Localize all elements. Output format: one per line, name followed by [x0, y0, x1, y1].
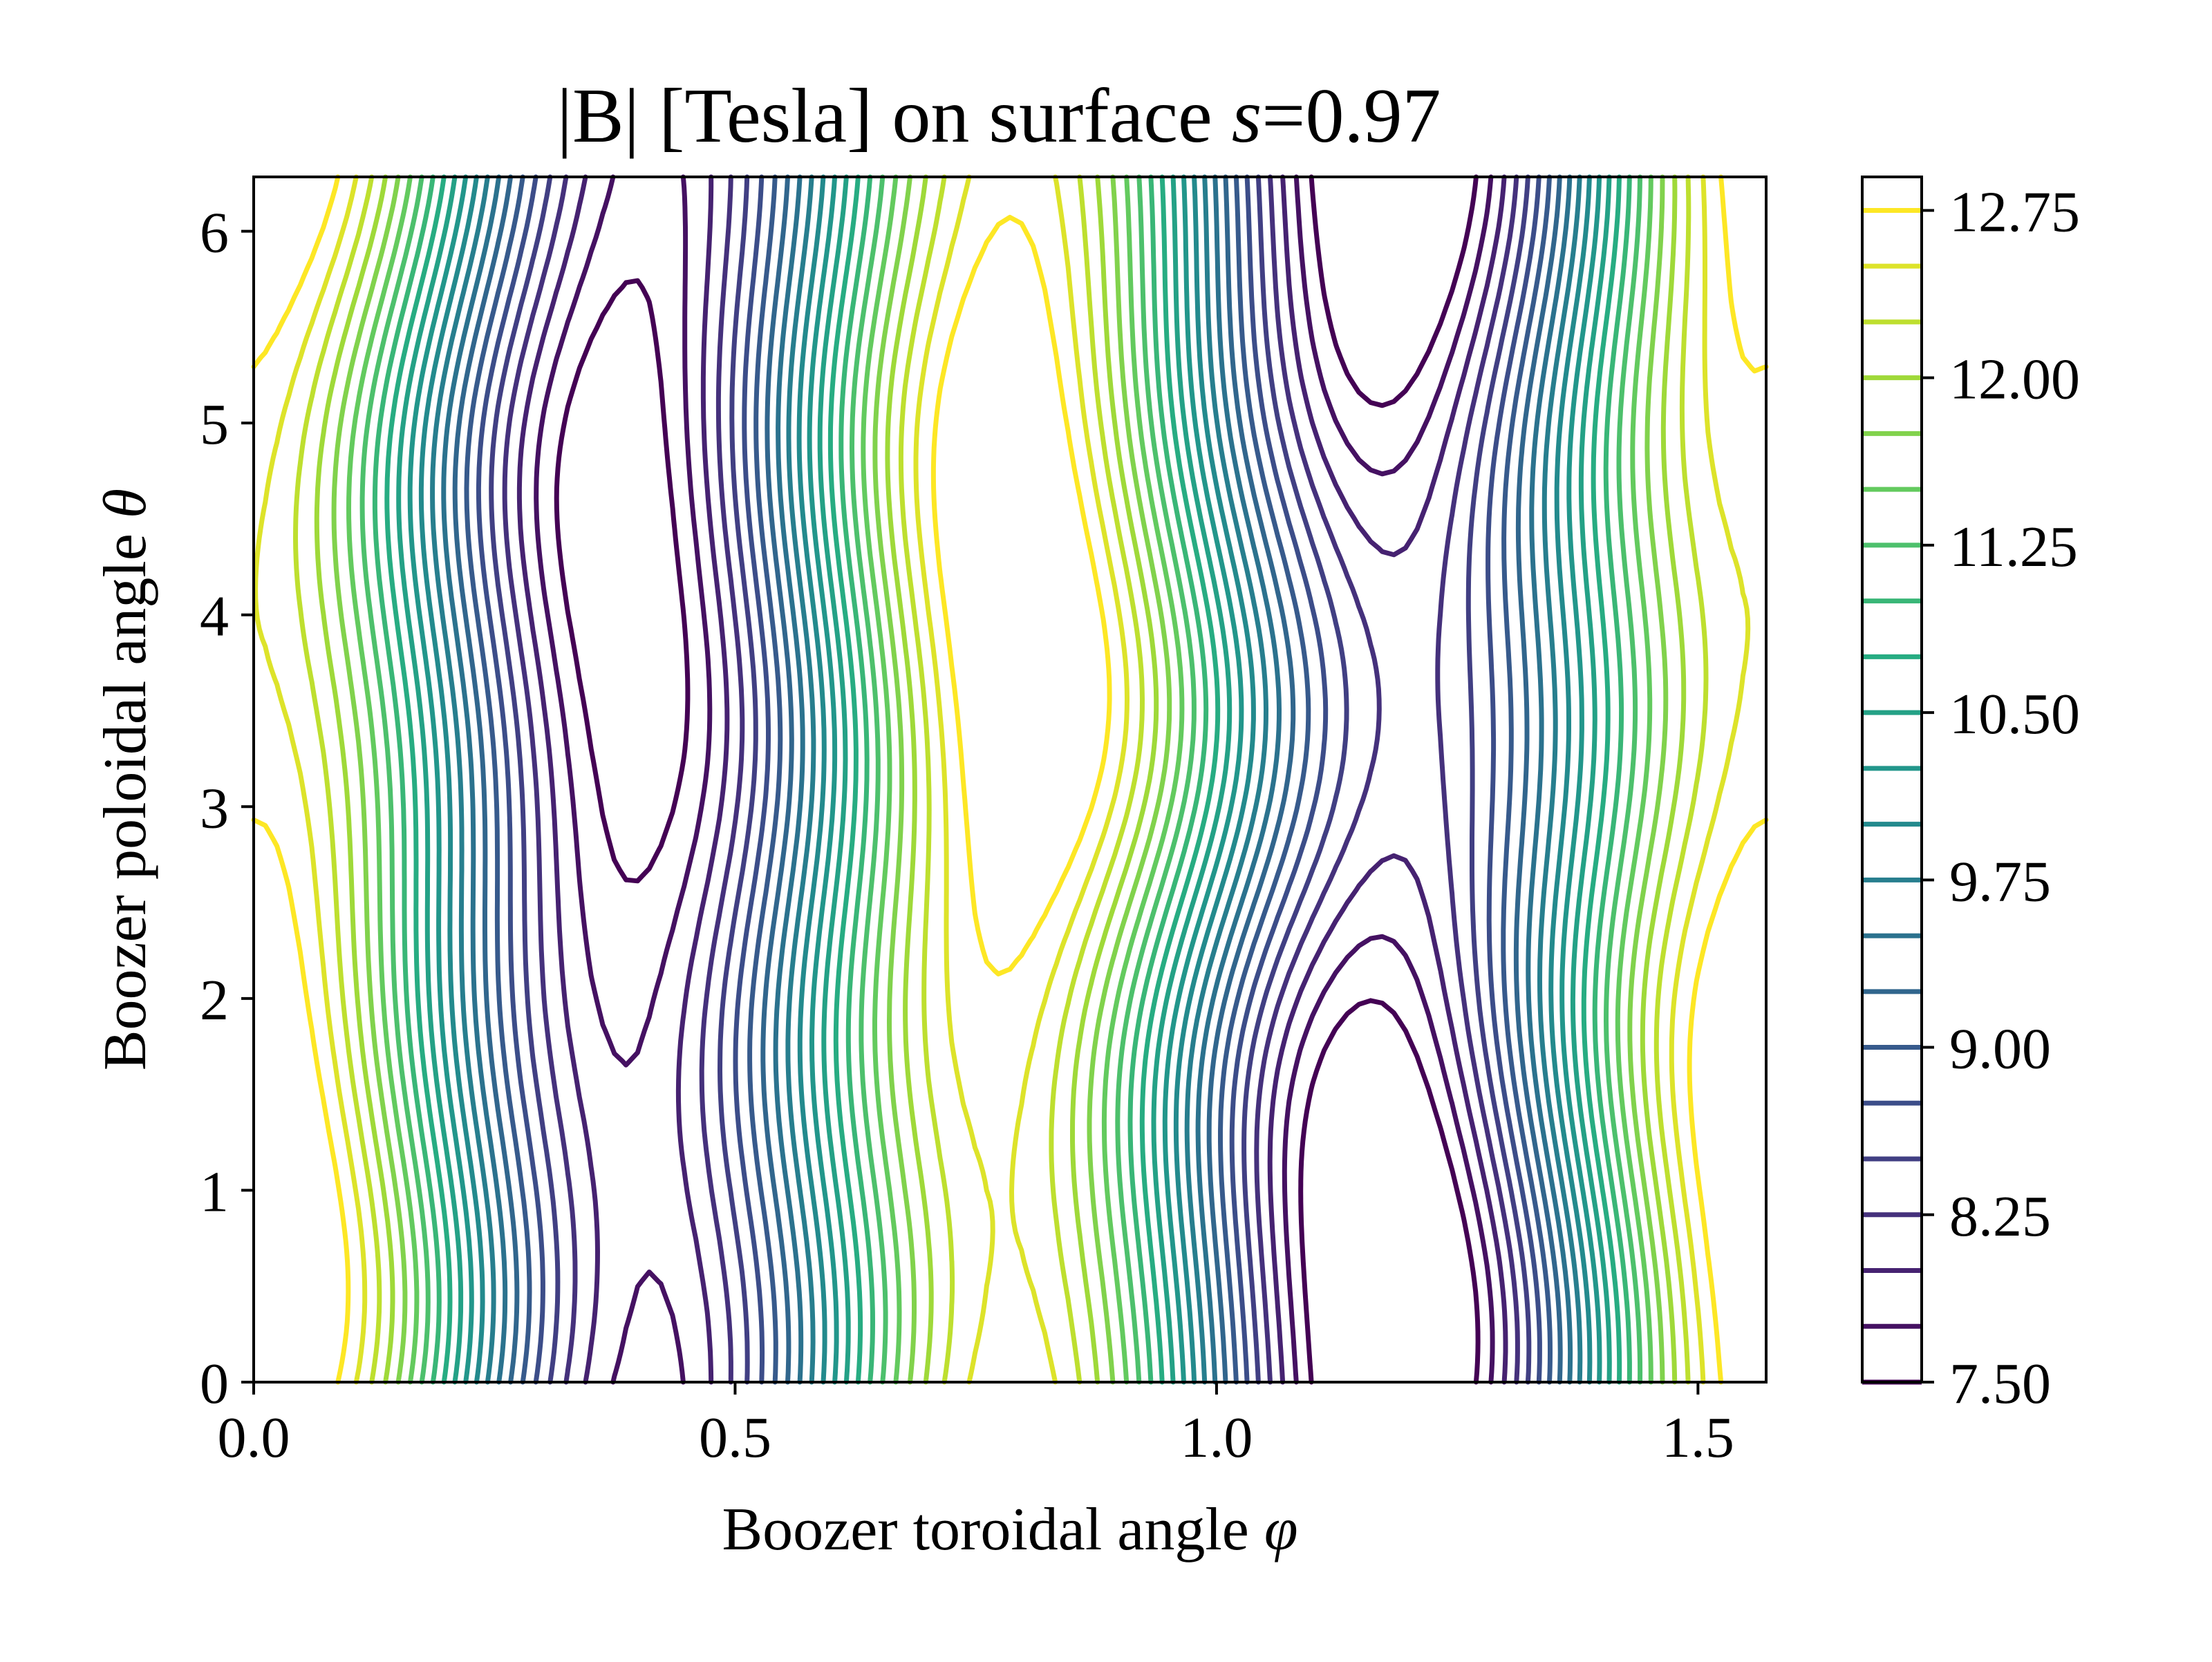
x-tick-label: 1.5	[1662, 1406, 1734, 1470]
contour-level-11.25	[359, 174, 1643, 1385]
plot-frame	[252, 176, 1768, 1384]
colorbar-tick-label: 9.00	[1949, 1017, 2051, 1082]
contour-level-7.50	[554, 174, 1481, 1385]
contour-level-10.75	[384, 174, 1622, 1385]
x-tick-label: 0.0	[218, 1406, 290, 1470]
contour-level-12.50	[253, 174, 1751, 1385]
colorbar-tick-label: 7.50	[1949, 1352, 2051, 1416]
contour-level-9.00	[464, 174, 1553, 1385]
contour-level-9.75	[430, 174, 1583, 1385]
x-tick-label: 1.0	[1180, 1406, 1253, 1470]
contour-level-10.50	[396, 174, 1612, 1385]
colorbar-tick-label: 11.25	[1949, 515, 2078, 579]
chart-title: |B| [Tesla] on surface s=0.97	[557, 73, 1441, 159]
contour-level-11.75	[331, 174, 1669, 1385]
y-tick-label: 6	[200, 201, 229, 265]
contour-level-9.50	[441, 174, 1573, 1385]
colorbar-frame	[1861, 176, 1923, 1384]
contour-level-12.25	[293, 174, 1709, 1385]
y-tick-label: 1	[200, 1160, 229, 1224]
colorbar-tick-label: 8.25	[1949, 1184, 2051, 1249]
contour-level-11.00	[372, 174, 1632, 1385]
contour-level-7.75	[534, 174, 1495, 1385]
colorbar-ticks: 7.50 8.25 9.00 9.75 10.50 11.25 12.00 12.75	[1922, 180, 2080, 1416]
y-axis: 0 1 2 3 4 5 6	[200, 201, 254, 1416]
y-axis-label: Boozer poloidal angle θ	[92, 489, 159, 1070]
colorbar-tick-label: 10.50	[1949, 682, 2080, 746]
contour-level-8.50	[489, 174, 1532, 1385]
contour-level-12.75	[251, 174, 1769, 1385]
y-tick-label: 2	[200, 968, 229, 1032]
y-tick-label: 5	[200, 393, 229, 457]
plot-area: 0.0 0.5 1.0 1.5 0 1 2 3 4 5 6	[200, 174, 1769, 1470]
x-tick-label: 0.5	[699, 1406, 771, 1470]
colorbar-tick-label: 12.00	[1949, 348, 2080, 412]
y-tick-label: 3	[200, 776, 229, 840]
y-tick-label: 0	[200, 1352, 229, 1416]
colorbar-tick-label: 9.75	[1949, 849, 2051, 914]
contour-level-11.50	[346, 174, 1653, 1385]
contour-level-8.75	[476, 174, 1542, 1385]
colorbar-tick-label: 12.75	[1949, 180, 2080, 244]
contour-level-8.00	[516, 174, 1508, 1385]
contour-level-12.00	[314, 174, 1687, 1385]
contour-lines	[251, 174, 1769, 1385]
contour-level-10.25	[407, 174, 1602, 1385]
colorbar: 7.50 8.25 9.00 9.75 10.50 11.25 12.00 12.75	[1861, 176, 2080, 1416]
colorbar-level-lines	[1862, 207, 1922, 1385]
x-axis-label: Boozer toroidal angle φ	[722, 1496, 1297, 1563]
y-tick-label: 4	[200, 585, 229, 649]
contour-level-9.25	[452, 174, 1563, 1385]
x-axis: 0.0 0.5 1.0 1.5	[218, 1382, 1734, 1470]
contour-level-10.00	[418, 174, 1593, 1385]
contour-level-8.25	[502, 174, 1520, 1385]
